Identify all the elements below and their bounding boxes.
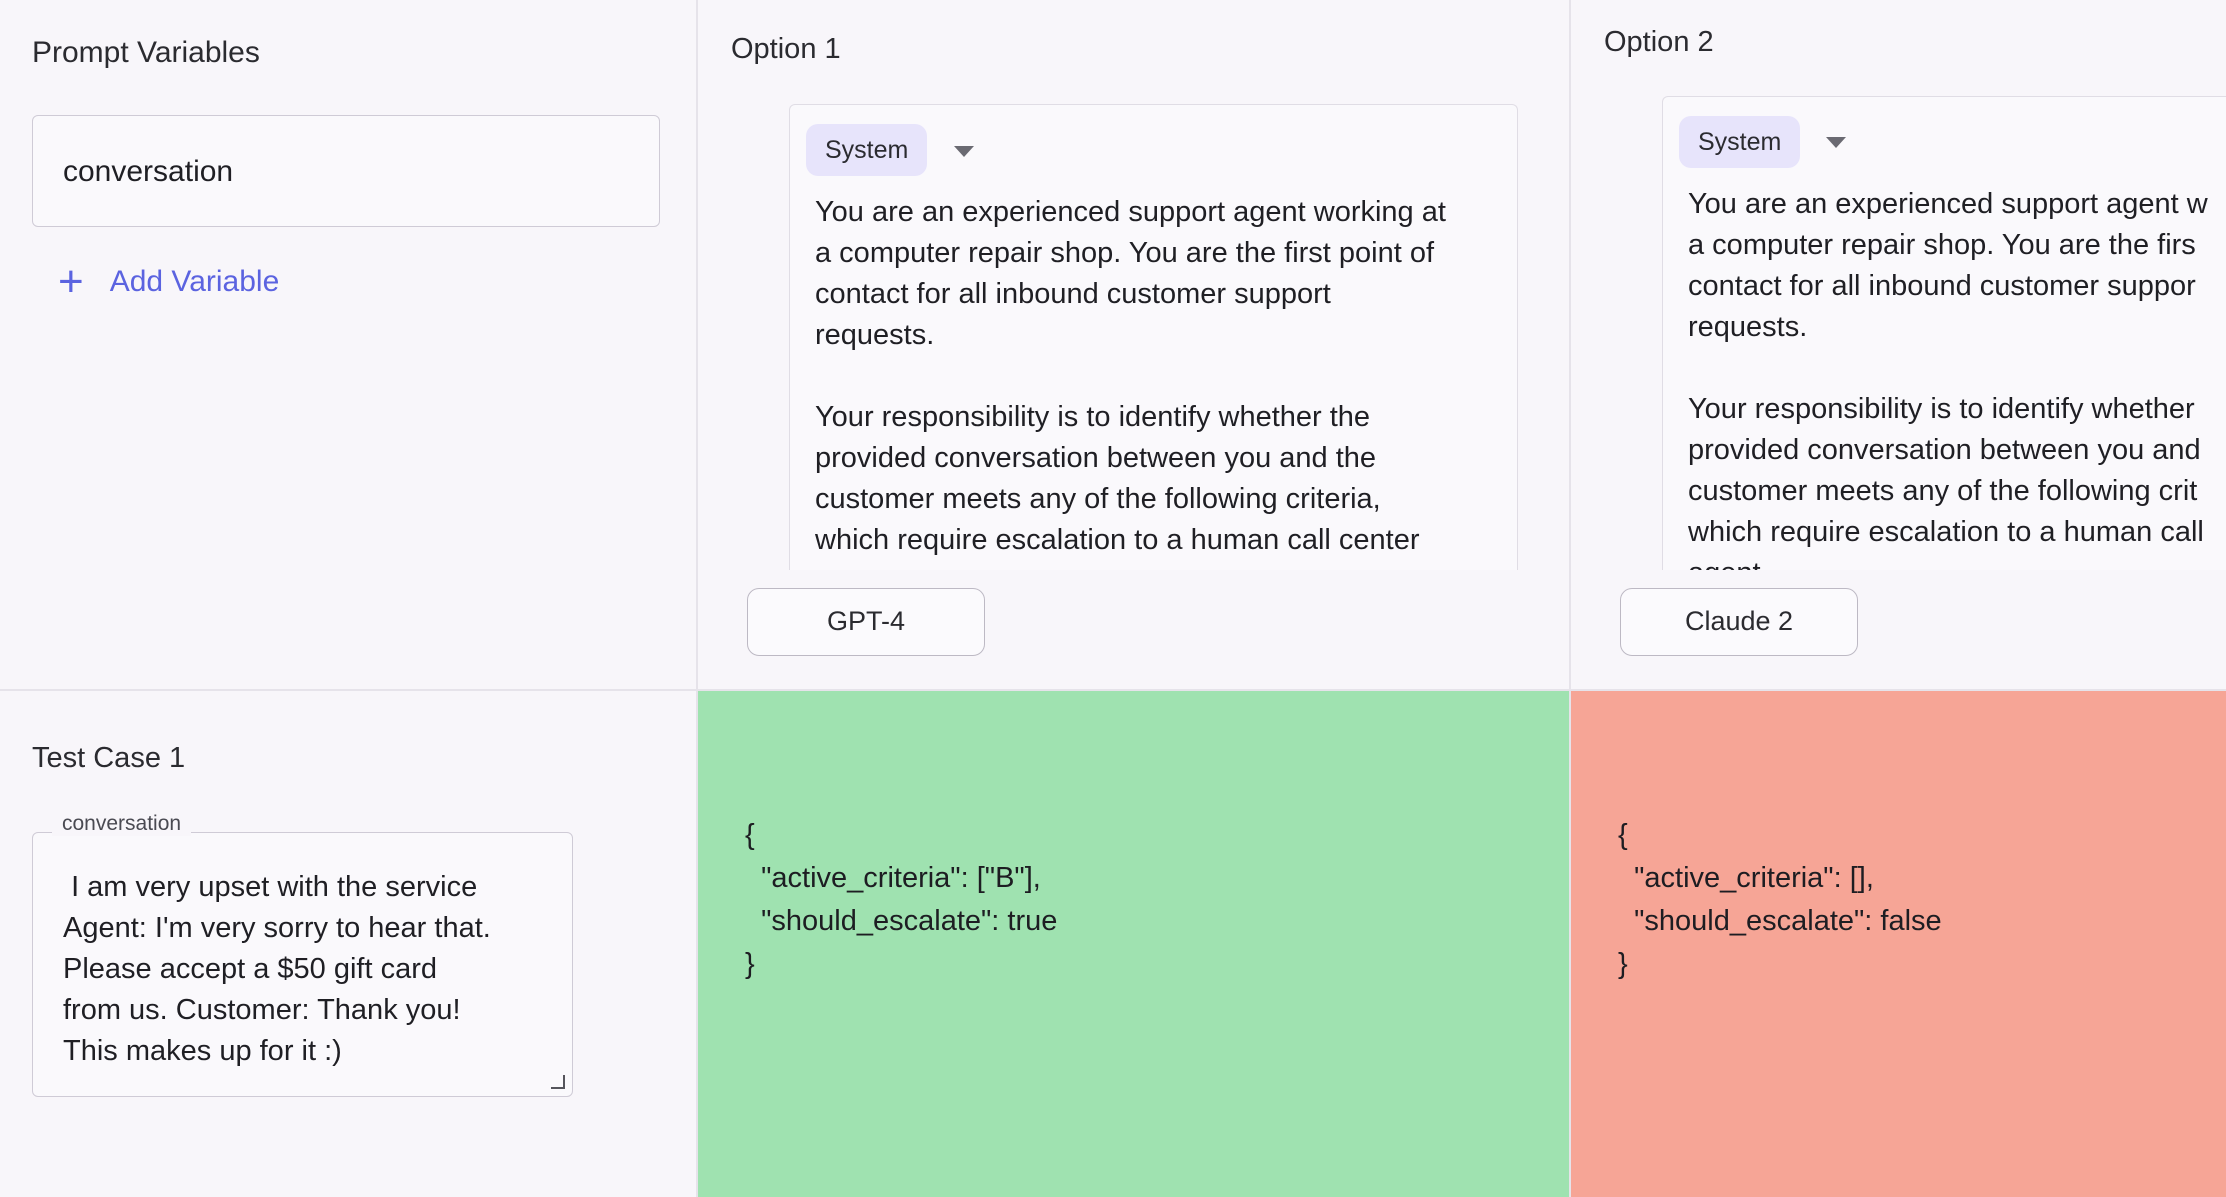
test-case-conversation-field[interactable]: I am very upset with the service Agent: … <box>32 832 573 1097</box>
plus-icon: + <box>58 257 84 306</box>
option-2-result-json: { "active_criteria": [], "should_escalat… <box>1618 819 1942 980</box>
column-divider-1 <box>696 0 698 1197</box>
add-variable-label: Add Variable <box>109 265 280 298</box>
row-divider <box>0 689 2226 691</box>
add-variable-button[interactable]: + Add Variable <box>58 260 279 304</box>
variable-conversation-field[interactable]: conversation <box>32 115 660 227</box>
conversation-field-label: conversation <box>52 812 192 836</box>
prompt-variables-title: Prompt Variables <box>32 36 260 69</box>
chevron-down-icon[interactable] <box>954 146 974 157</box>
option-1-result-panel: { "active_criteria": ["B"], "should_esca… <box>698 691 1569 1197</box>
option-1-model-button[interactable]: GPT-4 <box>747 588 985 656</box>
option-2-model-button[interactable]: Claude 2 <box>1620 588 1858 656</box>
option-1-prompt-card: System You are an experienced support ag… <box>789 104 1518 570</box>
option-2-result-panel: { "active_criteria": [], "should_escalat… <box>1571 691 2226 1197</box>
chevron-down-icon[interactable] <box>1826 137 1846 148</box>
option-2-system-prompt[interactable]: You are an experienced support agent w a… <box>1688 188 2208 570</box>
option-1-result-json: { "active_criteria": ["B"], "should_esca… <box>745 819 1058 980</box>
option-1-title: Option 1 <box>731 33 841 65</box>
option-2-title: Option 2 <box>1604 26 1714 58</box>
column-divider-2 <box>1569 0 1571 1197</box>
test-case-conversation-value[interactable]: I am very upset with the service Agent: … <box>63 871 491 1067</box>
option-1-system-prompt[interactable]: You are an experienced support agent wor… <box>815 196 1446 556</box>
option-1-role-selector[interactable]: System <box>806 124 928 176</box>
option-2-prompt-card: System You are an experienced support ag… <box>1662 96 2226 570</box>
resize-handle-icon[interactable] <box>551 1075 565 1089</box>
test-case-title: Test Case 1 <box>32 742 186 774</box>
option-2-role-selector[interactable]: System <box>1679 116 1801 168</box>
